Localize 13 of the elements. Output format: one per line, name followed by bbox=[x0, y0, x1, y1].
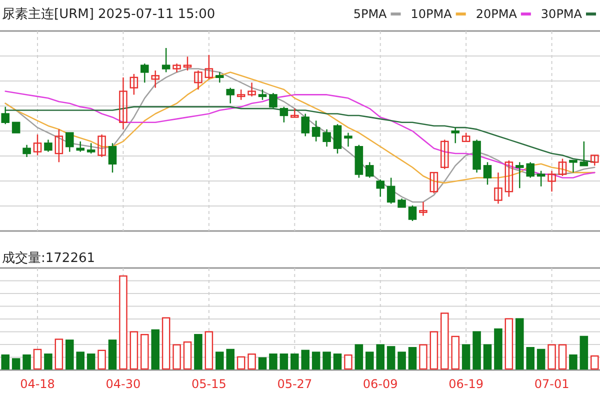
chart-title: 尿素主连[URM] 2025-07-11 15:00 bbox=[2, 6, 216, 22]
legend-label: 30PMA bbox=[540, 7, 583, 21]
x-tick-label: 06-09 bbox=[362, 377, 398, 391]
x-tick-label: 06-19 bbox=[448, 377, 484, 391]
x-tick-label: 05-27 bbox=[277, 377, 312, 391]
legend-label: 10PMA bbox=[410, 7, 453, 21]
legend-label: 20PMA bbox=[476, 7, 518, 21]
x-tick-label: 04-30 bbox=[106, 377, 141, 391]
x-tick-label: 05-15 bbox=[191, 377, 226, 391]
x-tick-label: 07-01 bbox=[534, 377, 570, 391]
x-tick-label: 04-18 bbox=[20, 377, 55, 391]
chart-title: 成交量:172261 bbox=[2, 250, 96, 266]
legend-label: 5PMA bbox=[353, 7, 388, 21]
